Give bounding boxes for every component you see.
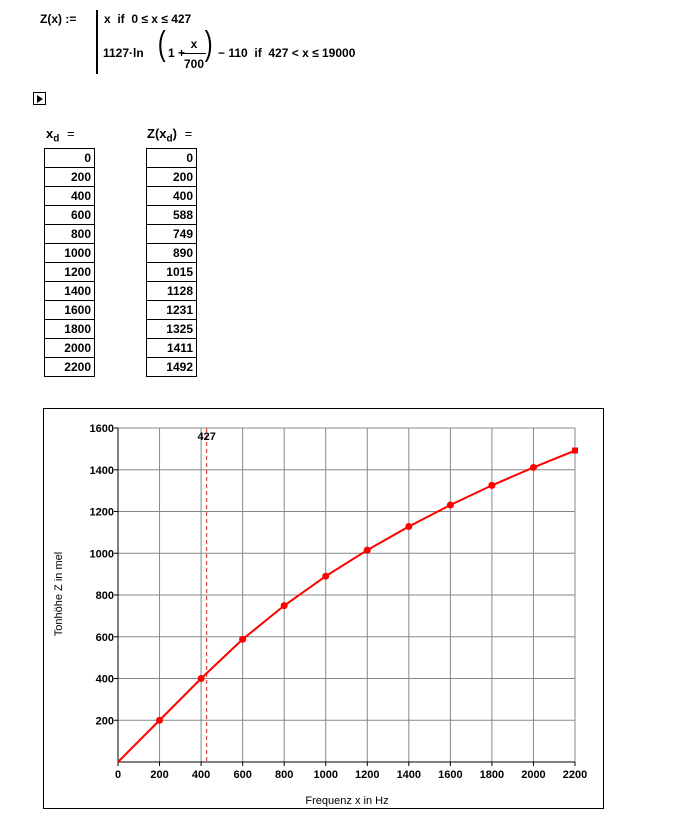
- table-row: 1492: [146, 357, 197, 377]
- zxd-cell: 400: [146, 186, 197, 206]
- table-row: 2200: [44, 357, 95, 377]
- zxd-table: 0 200 400 588 749 890 1015 1128 1231 132…: [146, 148, 197, 377]
- zxd-cell: 1325: [146, 319, 197, 339]
- table-row: 1800: [44, 319, 95, 339]
- chart-marker-line: 427: [198, 428, 216, 762]
- formula-case-2-one: 1 +: [168, 46, 186, 60]
- table-row: 1600: [44, 300, 95, 320]
- y-tick-label: 1000: [90, 548, 114, 560]
- xd-header-eq: =: [66, 126, 75, 141]
- x-tick-label: 1000: [313, 769, 337, 781]
- x-tick-label: 400: [192, 769, 210, 781]
- table-row: 588: [146, 205, 197, 225]
- formula-right-paren: ): [204, 25, 213, 63]
- data-point: [280, 602, 288, 610]
- y-tick-label: 200: [96, 715, 114, 727]
- play-triangle-icon[interactable]: [33, 92, 46, 105]
- xd-header-main: x: [46, 126, 54, 141]
- table-row: 1200: [44, 262, 95, 282]
- x-axis-label: Frequenz x in Hz: [305, 795, 388, 807]
- table-row: 1325: [146, 319, 197, 339]
- formula-fraction-denominator: 700: [183, 57, 205, 71]
- formula-fraction-line: [182, 53, 206, 54]
- xd-cell: 1000: [44, 243, 95, 263]
- x-tick-label: 1800: [480, 769, 504, 781]
- formula-case-2-tail: − 110 if 427 < x ≤ 19000: [218, 46, 356, 60]
- x-tick-label: 2200: [563, 769, 587, 781]
- formula-case-2-coef: 1127·ln: [103, 46, 144, 60]
- chart-grid: [118, 427, 576, 762]
- x-tick-label: 800: [275, 769, 293, 781]
- xd-header-sub: d: [53, 133, 60, 145]
- y-tick-label: 1200: [90, 507, 114, 519]
- data-point: [405, 523, 413, 531]
- xd-cell: 800: [44, 224, 95, 244]
- table-row: 800: [44, 224, 95, 244]
- x-tick-label: 1400: [397, 769, 421, 781]
- xd-cell: 2200: [44, 357, 95, 377]
- table-row: 400: [146, 186, 197, 206]
- zxd-table-header: Z(xd) =: [147, 126, 192, 145]
- formula-case-1: x if 0 ≤ x ≤ 427: [104, 12, 192, 26]
- xd-table: 0 200 400 600 800 1000 1200 1400 1600 18…: [44, 148, 95, 377]
- x-tick-label: 1200: [355, 769, 379, 781]
- play-triangle-glyph: [37, 95, 43, 103]
- zxd-cell: 749: [146, 224, 197, 244]
- xd-cell: 1600: [44, 300, 95, 320]
- zxd-cell: 1492: [146, 357, 197, 377]
- table-row: 1015: [146, 262, 197, 282]
- data-point: [239, 635, 247, 643]
- marker-label: 427: [198, 431, 216, 443]
- zxd-header-close: ): [172, 126, 177, 141]
- table-row: 200: [44, 167, 95, 187]
- xd-cell: 1800: [44, 319, 95, 339]
- table-row: 200: [146, 167, 197, 187]
- xd-cell: 1400: [44, 281, 95, 301]
- x-tick-label: 2000: [521, 769, 545, 781]
- data-point: [156, 716, 164, 724]
- x-tick-label: 200: [150, 769, 168, 781]
- xd-table-header: xd =: [46, 126, 75, 145]
- y-tick-label: 1400: [90, 465, 114, 477]
- data-point: [197, 675, 205, 682]
- y-tick-label: 600: [96, 632, 114, 644]
- data-point: [322, 572, 330, 580]
- y-tick-label: 400: [96, 674, 114, 686]
- formula-fraction-numerator: x: [190, 37, 198, 51]
- formula-brace-line: [96, 10, 98, 74]
- x-tick-label: 0: [115, 769, 121, 781]
- table-row: 749: [146, 224, 197, 244]
- zxd-cell: 1015: [146, 262, 197, 282]
- chart-ticks: 0 200 400 600 800 1000 1200 1400 1600 1800 2000 220…: [90, 423, 588, 781]
- formula-left-paren: (: [157, 25, 166, 63]
- table-row: 1000: [44, 243, 95, 263]
- data-point: [488, 481, 496, 489]
- x-tick-label: 600: [233, 769, 251, 781]
- zxd-header-eq: =: [184, 126, 193, 141]
- formula-lhs: Z(x) :=: [40, 12, 77, 26]
- zxd-header-sub: d: [166, 133, 173, 145]
- data-point: [529, 463, 537, 471]
- chart-series: [117, 447, 578, 763]
- table-row: 400: [44, 186, 95, 206]
- xd-cell: 400: [44, 186, 95, 206]
- zxd-cell: 588: [146, 205, 197, 225]
- series-line: [117, 449, 576, 763]
- chart-frame: [43, 408, 604, 809]
- y-tick-label: 800: [96, 590, 114, 602]
- xd-cell: 200: [44, 167, 95, 187]
- table-row: 1400: [44, 281, 95, 301]
- zxd-header-main: Z(x: [147, 126, 167, 141]
- y-axis-label: Tonhöhe Z in mel: [53, 552, 65, 636]
- y-tick-label: 1600: [90, 423, 114, 435]
- x-tick-label: 1600: [438, 769, 462, 781]
- data-point: [446, 501, 454, 509]
- zxd-cell: 200: [146, 167, 197, 187]
- xd-cell: 1200: [44, 262, 95, 282]
- data-point: [572, 447, 578, 454]
- data-point: [363, 546, 371, 554]
